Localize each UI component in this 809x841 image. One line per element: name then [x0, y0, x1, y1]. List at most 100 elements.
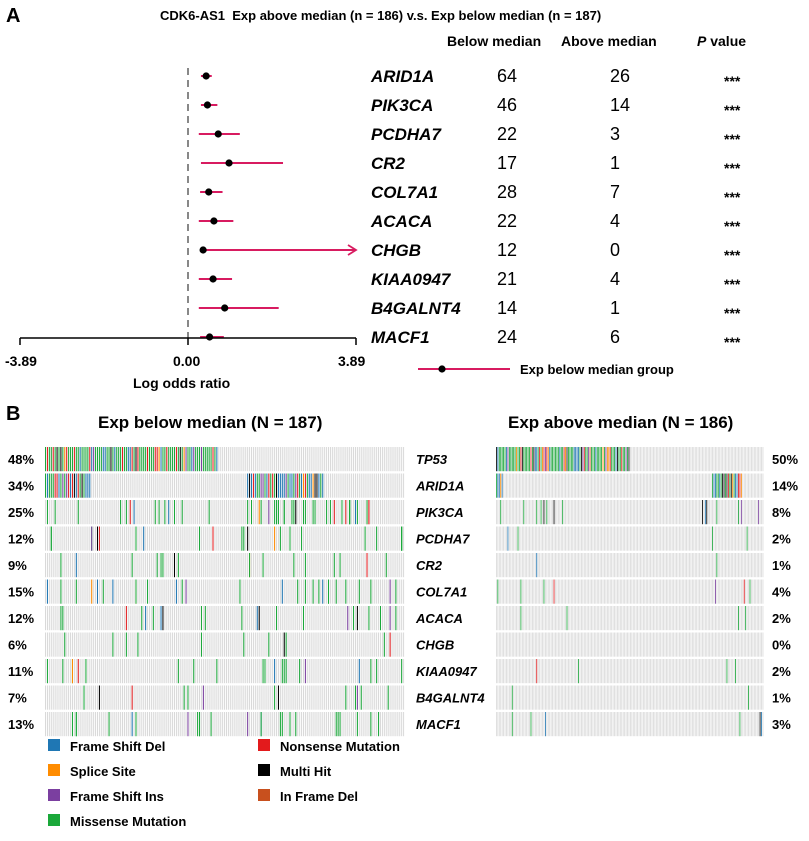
- cell-empty: [106, 579, 108, 604]
- cell-empty: [137, 500, 139, 525]
- cell-empty: [733, 632, 735, 657]
- cell-empty: [576, 553, 578, 578]
- cell-empty: [739, 685, 741, 710]
- cell-empty: [62, 526, 64, 551]
- cell-empty: [733, 606, 735, 631]
- cell-empty: [58, 606, 60, 631]
- cell-empty: [650, 526, 651, 551]
- cell-empty: [686, 553, 687, 578]
- cell-empty: [277, 659, 279, 684]
- cell-mutation: [295, 473, 297, 498]
- cell-empty: [122, 685, 124, 710]
- cell-empty: [102, 659, 104, 684]
- cell-empty: [252, 685, 254, 710]
- cell-empty: [630, 579, 631, 604]
- cell-empty: [270, 712, 272, 737]
- cell-empty: [301, 606, 303, 631]
- cell-empty: [168, 553, 170, 578]
- cell-empty: [601, 500, 602, 525]
- cell-empty: [562, 526, 564, 551]
- cell-empty: [752, 473, 754, 498]
- cell-empty: [339, 659, 341, 684]
- cell-mutation: [173, 553, 176, 578]
- cell-empty: [362, 685, 364, 710]
- cell-empty: [322, 526, 324, 551]
- cell-empty: [586, 632, 588, 657]
- cell-empty: [640, 685, 641, 710]
- cell-empty: [331, 659, 333, 684]
- cell-empty: [726, 553, 728, 578]
- cell-empty: [598, 685, 600, 710]
- cell-empty: [722, 606, 724, 631]
- cell-empty: [755, 500, 757, 525]
- cell-empty: [684, 606, 686, 631]
- cell-empty: [504, 500, 506, 525]
- cell-empty: [381, 712, 383, 737]
- cell-mutation: [555, 447, 556, 472]
- cell-empty: [517, 685, 519, 710]
- cell-empty: [670, 685, 672, 710]
- cell-mutation: [199, 712, 201, 737]
- cell-mutation: [141, 606, 143, 631]
- cell-empty: [755, 526, 757, 551]
- cell-mutation: [199, 447, 201, 472]
- cell-empty: [279, 500, 281, 525]
- cell-empty: [254, 712, 256, 737]
- point-estimate-kiaa0947: [209, 275, 217, 283]
- cell-empty: [605, 712, 607, 737]
- cell-empty: [568, 659, 569, 684]
- cell-empty: [759, 447, 761, 472]
- cell-mutation: [628, 447, 630, 472]
- pct-right-b4galnt4: 1%: [772, 691, 791, 706]
- cell-empty: [52, 553, 54, 578]
- cell-empty: [395, 553, 397, 578]
- cell-empty: [644, 685, 646, 710]
- cell-empty: [514, 685, 516, 710]
- cell-empty: [397, 473, 399, 498]
- cell-empty: [222, 447, 224, 472]
- cell-empty: [625, 526, 627, 551]
- cell-empty: [543, 685, 545, 710]
- cell-empty: [56, 685, 58, 710]
- cell-empty: [258, 447, 260, 472]
- cell-empty: [306, 500, 308, 525]
- cell-empty: [235, 632, 237, 657]
- cell-empty: [553, 606, 555, 631]
- cell-empty: [224, 447, 226, 472]
- oncoprint-labels: 48% TP53 50%34% ARID1A 14%25% PIK3CA 8%12% PCDH…: [8, 452, 798, 732]
- cell-empty: [648, 473, 650, 498]
- point-estimate-cr2: [225, 159, 233, 167]
- cell-empty: [308, 500, 310, 525]
- cell-mutation: [333, 500, 335, 525]
- cell-empty: [212, 712, 214, 737]
- cell-empty: [258, 659, 260, 684]
- cell-empty: [678, 579, 680, 604]
- cell-empty: [670, 632, 672, 657]
- cell-empty: [143, 632, 145, 657]
- cell-empty: [164, 685, 166, 710]
- cell-empty: [349, 685, 351, 710]
- cell-empty: [611, 526, 613, 551]
- cell-empty: [543, 712, 545, 737]
- cell-empty: [104, 473, 106, 498]
- cell-mutation: [733, 473, 735, 498]
- cell-empty: [644, 712, 646, 737]
- cell-empty: [156, 632, 158, 657]
- oncoprint-gene-tp53: TP53: [416, 452, 448, 467]
- cell-empty: [596, 500, 598, 525]
- cell-empty: [533, 526, 535, 551]
- cell-empty: [195, 685, 197, 710]
- cell-empty: [498, 526, 500, 551]
- cell-mutation: [553, 579, 555, 604]
- cell-empty: [279, 447, 281, 472]
- cell-empty: [697, 632, 699, 657]
- cell-empty: [214, 500, 216, 525]
- cell-empty: [70, 712, 72, 737]
- cell-empty: [608, 685, 610, 710]
- cell-empty: [709, 553, 711, 578]
- cell-mutation: [715, 579, 716, 604]
- cell-empty: [297, 632, 299, 657]
- cell-empty: [283, 579, 285, 604]
- cell-empty: [337, 659, 339, 684]
- cell-empty: [703, 685, 705, 710]
